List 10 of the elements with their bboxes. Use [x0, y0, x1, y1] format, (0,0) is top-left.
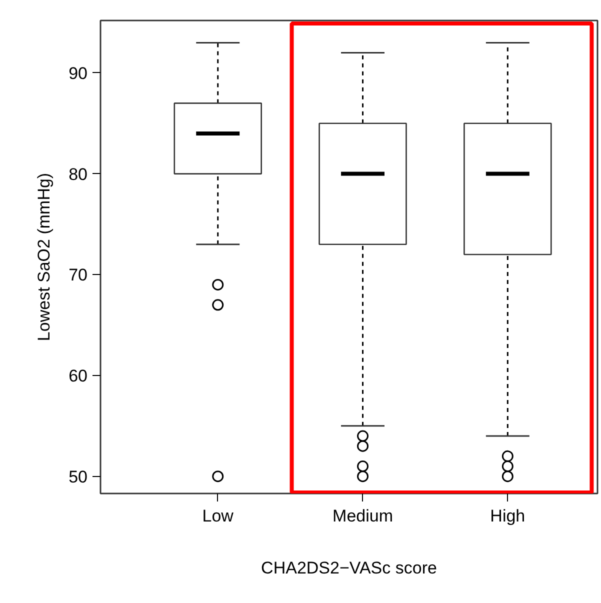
y-tick-label: 80	[68, 164, 88, 184]
y-tick-label: 50	[68, 467, 88, 486]
y-tick-label: 70	[68, 266, 88, 285]
y-axis-title: Lowest SaO2 (mmHg)	[34, 172, 54, 342]
y-tick-label: 60	[68, 366, 88, 386]
y-tick-label: 90	[68, 64, 88, 83]
x-tick-label: Medium	[332, 506, 394, 526]
x-tick-label: Low	[202, 506, 234, 526]
x-tick-label: High	[490, 506, 526, 526]
x-axis-title: CHA2DS2−VASc score	[261, 558, 437, 578]
